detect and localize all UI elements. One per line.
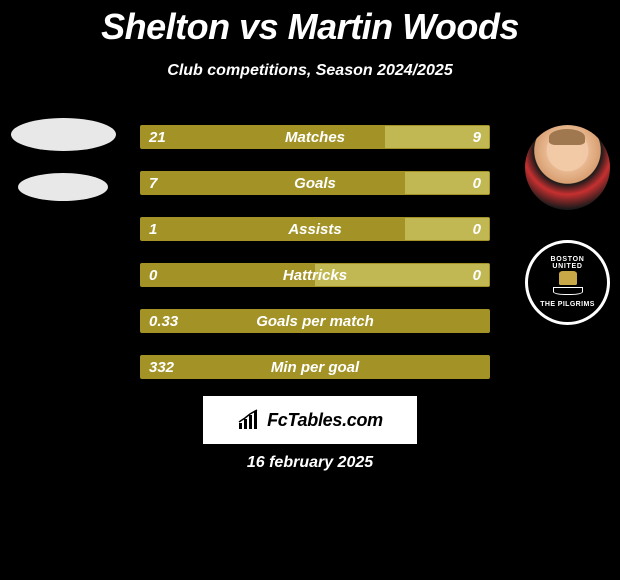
- stat-row: 219Matches: [140, 125, 490, 149]
- stat-row: 332Min per goal: [140, 355, 490, 379]
- footer-date: 16 february 2025: [0, 454, 620, 472]
- club-name-bottom: THE PILGRIMS: [538, 301, 598, 308]
- avatar-placeholder-icon: [11, 118, 116, 151]
- left-player-avatar: [8, 118, 118, 201]
- right-player-avatar: [525, 125, 610, 210]
- stat-bar-left: [141, 172, 405, 194]
- stat-bar-left: [141, 264, 315, 286]
- footer-logo: FcTables.com: [203, 396, 417, 444]
- stat-bar-left: [141, 356, 489, 378]
- fctables-icon: [237, 409, 263, 431]
- stat-bar-left: [141, 126, 385, 148]
- stat-row: 70Goals: [140, 171, 490, 195]
- club-placeholder-icon: [18, 173, 108, 201]
- stat-bar-left: [141, 310, 489, 332]
- stat-bar-right: [405, 172, 489, 194]
- stat-bar-right: [385, 126, 489, 148]
- stat-bar-left: [141, 218, 405, 240]
- stats-bars: 219Matches 70Goals 10Assists 00Hattricks 0.3…: [140, 125, 490, 401]
- club-name-top: BOSTON UNITED: [538, 256, 598, 270]
- stat-bar-right: [405, 218, 489, 240]
- page-subtitle: Club competitions, Season 2024/2025: [0, 62, 620, 80]
- page-title: Shelton vs Martin Woods: [0, 0, 620, 48]
- right-player-club-badge: BOSTON UNITED THE PILGRIMS: [525, 240, 610, 325]
- stat-row: 10Assists: [140, 217, 490, 241]
- stat-bar-right: [315, 264, 489, 286]
- stat-row: 0.33Goals per match: [140, 309, 490, 333]
- stat-row: 00Hattricks: [140, 263, 490, 287]
- footer-logo-text: FcTables.com: [267, 410, 383, 431]
